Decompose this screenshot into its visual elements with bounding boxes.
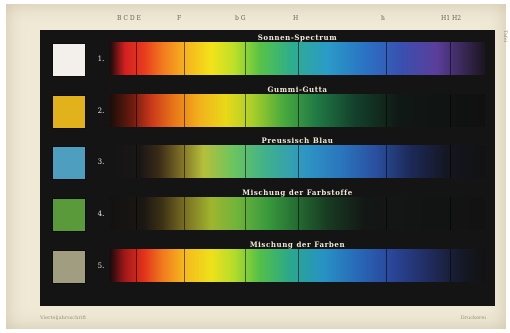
absorption-line bbox=[136, 249, 137, 282]
spectrum-band bbox=[110, 145, 485, 178]
absorption-line bbox=[184, 145, 185, 178]
row-number: 4. bbox=[97, 210, 105, 218]
absorption-line bbox=[450, 94, 451, 127]
spectrum-panel: 1. Sonnen-Spectrum 2. Gummi-Gutta 3. Preussis… bbox=[40, 30, 495, 306]
color-swatch bbox=[53, 96, 85, 128]
absorption-line bbox=[386, 197, 387, 230]
scale-label: F bbox=[177, 15, 182, 22]
absorption-line bbox=[386, 94, 387, 127]
absorption-line bbox=[136, 94, 137, 127]
row-number: 5. bbox=[97, 262, 105, 270]
absorption-line bbox=[184, 42, 185, 75]
absorption-line bbox=[298, 249, 299, 282]
color-swatch bbox=[53, 44, 85, 76]
absorption-line bbox=[136, 145, 137, 178]
absorption-line bbox=[450, 145, 451, 178]
row-number: 1. bbox=[97, 55, 105, 63]
spectrum-band bbox=[110, 94, 485, 127]
spectrum-band bbox=[110, 197, 485, 230]
scale-label: H1 H2 bbox=[441, 15, 462, 22]
absorption-line bbox=[298, 42, 299, 75]
absorption-line bbox=[298, 197, 299, 230]
scale-label: H bbox=[293, 15, 299, 22]
spectrum-label: Sonnen-Spectrum bbox=[257, 33, 338, 42]
absorption-line bbox=[386, 42, 387, 75]
spectrum-label: Mischung der Farbstoffe bbox=[242, 188, 353, 197]
plate: B C D E F b G H h H1 H2 1. Sonnen-Spectru… bbox=[6, 4, 508, 329]
absorption-line bbox=[184, 249, 185, 282]
footer-left-text: Vierteljahrsschrift bbox=[40, 315, 87, 321]
row-number: 2. bbox=[97, 107, 105, 115]
side-note: Tafel bbox=[502, 30, 508, 43]
spectrum-label: Preussisch Blau bbox=[261, 136, 334, 145]
spectrum-label: Gummi-Gutta bbox=[267, 85, 328, 94]
color-swatch bbox=[53, 147, 85, 179]
absorption-line bbox=[450, 197, 451, 230]
absorption-line bbox=[136, 197, 137, 230]
absorption-line bbox=[245, 42, 246, 75]
absorption-line bbox=[298, 94, 299, 127]
spectrum-band bbox=[110, 249, 485, 282]
scale-label: b G bbox=[235, 15, 246, 22]
footer-right-text: Druckerei bbox=[460, 315, 486, 321]
color-swatch bbox=[53, 199, 85, 231]
absorption-line bbox=[136, 42, 137, 75]
scale-label: B C D E bbox=[117, 15, 141, 22]
absorption-line bbox=[386, 249, 387, 282]
absorption-line bbox=[450, 249, 451, 282]
absorption-line bbox=[184, 94, 185, 127]
scale-label: h bbox=[381, 15, 385, 22]
absorption-line bbox=[245, 94, 246, 127]
absorption-line bbox=[245, 145, 246, 178]
absorption-line bbox=[298, 145, 299, 178]
absorption-line bbox=[386, 145, 387, 178]
absorption-line bbox=[245, 249, 246, 282]
absorption-line bbox=[184, 197, 185, 230]
row-number: 3. bbox=[97, 158, 105, 166]
spectrum-band bbox=[110, 42, 485, 75]
spectrum-label: Mischung der Farben bbox=[249, 240, 346, 249]
color-swatch bbox=[53, 251, 85, 283]
absorption-line bbox=[245, 197, 246, 230]
absorption-line bbox=[450, 42, 451, 75]
